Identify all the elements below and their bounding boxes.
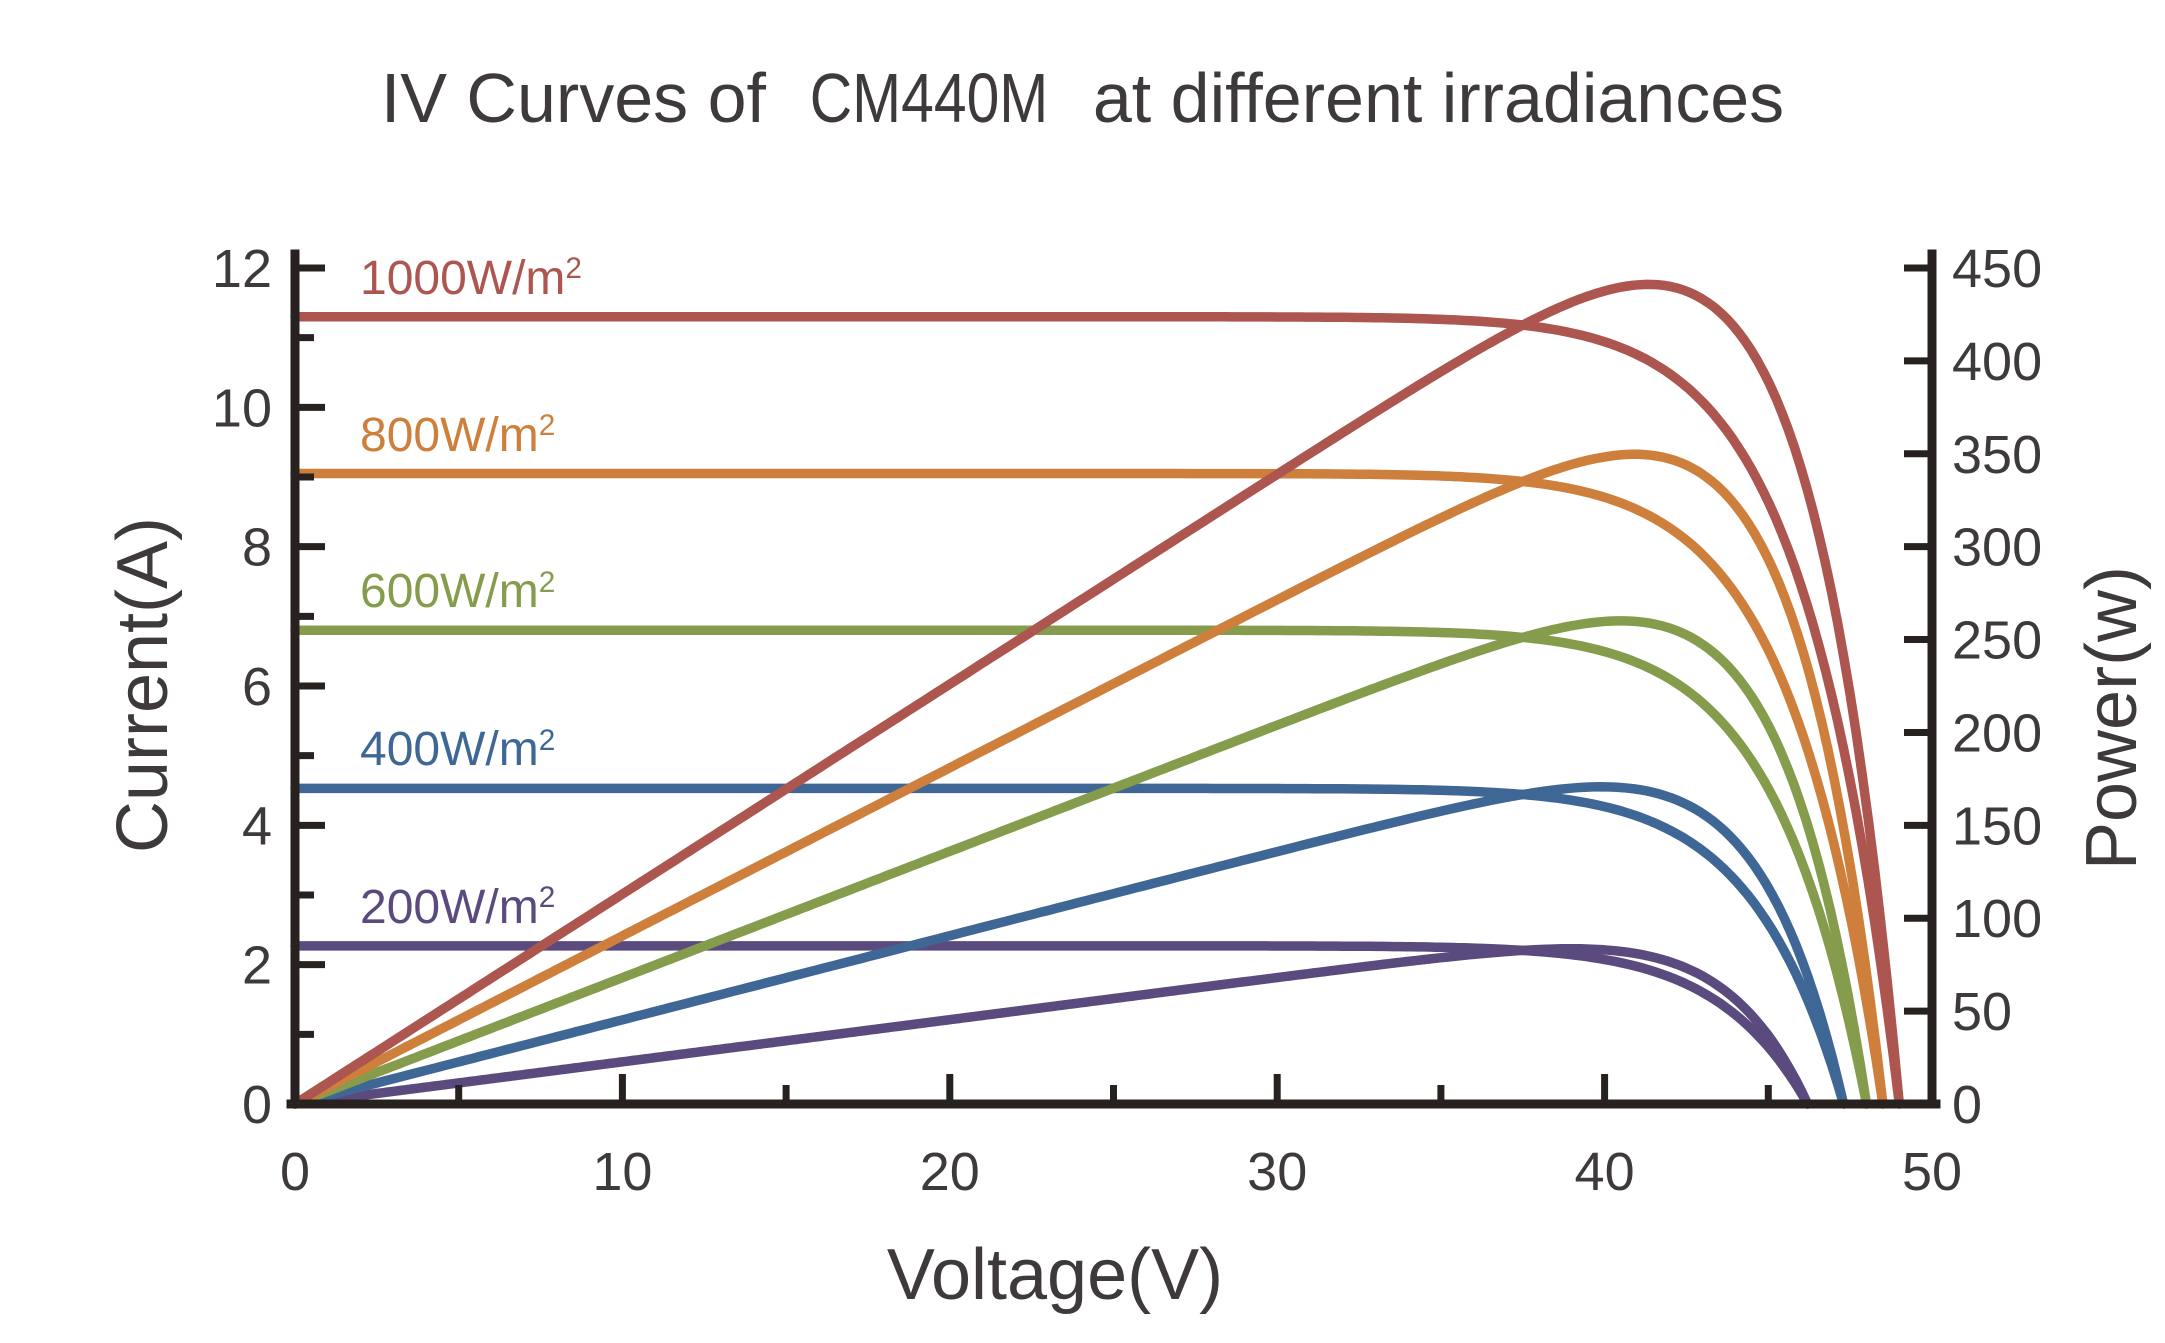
x-tick-label-20: 20	[920, 1142, 980, 1202]
chart-title-prefix: IV Curves of	[380, 59, 766, 137]
iv-curve-600	[290, 625, 1872, 1109]
chart-title-model: CM440M	[810, 59, 1049, 137]
y-left-tick-label-12: 12	[212, 239, 272, 299]
y-right-tick-label-350: 350	[1952, 425, 2042, 485]
y-right-tick-label-400: 400	[1952, 332, 2042, 392]
y-right-tick-label-0: 0	[1952, 1075, 1982, 1135]
y-right-tick-label-300: 300	[1952, 518, 2042, 578]
power-curve-400	[290, 782, 1849, 1109]
curve-label-text-1000: 1000W/m	[360, 251, 566, 305]
power-curve-200	[290, 944, 1813, 1109]
curve-label-text-800: 800W/m	[360, 408, 539, 462]
chart-title: IV Curves of CM440M at different irradia…	[0, 58, 2165, 138]
curve-label-superscript-200: 2	[538, 881, 556, 915]
curve-label-200: 200W/m2	[360, 880, 556, 934]
y-left-tick-label-6: 6	[242, 657, 272, 717]
x-tick-label-40: 40	[1575, 1142, 1635, 1202]
y-right-tick-label-200: 200	[1952, 703, 2042, 763]
curve-label-text-200: 200W/m	[360, 880, 539, 934]
curve-label-superscript-600: 2	[538, 565, 556, 599]
x-tick-label-30: 30	[1247, 1142, 1307, 1202]
y-right-tick-label-100: 100	[1952, 889, 2042, 949]
x-axis-label-voltage: Voltage(V)	[886, 1235, 1224, 1315]
y-right-tick-label-450: 450	[1952, 239, 2042, 299]
curve-label-800: 800W/m2	[360, 408, 556, 462]
iv-curve-1000	[290, 312, 1905, 1109]
x-tick-label-50: 50	[1902, 1142, 1962, 1202]
curve-label-text-600: 600W/m	[360, 565, 539, 619]
y-right-tick-label-250: 250	[1952, 611, 2042, 671]
y-right-tick-label-150: 150	[1952, 796, 2042, 856]
power-curve-800	[290, 449, 1888, 1109]
iv-curve-800	[290, 468, 1888, 1109]
y-left-tick-label-0: 0	[242, 1075, 272, 1135]
curve-label-400: 400W/m2	[360, 726, 555, 774]
curve-label-superscript-800: 2	[538, 409, 556, 443]
y-left-tick-label-10: 10	[212, 378, 272, 438]
iv-curve-200	[290, 941, 1813, 1109]
curve-label-600: 600W/m2	[360, 565, 556, 619]
power-curve-600	[290, 616, 1872, 1109]
iv-curve-400	[290, 783, 1849, 1109]
x-tick-label-10: 10	[592, 1142, 652, 1202]
power-curve-1000	[290, 279, 1905, 1109]
chart-title-suffix: at different irradiances	[1092, 59, 1785, 137]
curve-label-1000: 1000W/m2	[360, 251, 582, 305]
curve-label-superscript-1000: 2	[565, 252, 582, 286]
y-left-tick-label-8: 8	[242, 518, 272, 578]
y-right-tick-label-50: 50	[1952, 982, 2012, 1042]
y-left-tick-label-2: 2	[242, 936, 272, 996]
y-left-tick-label-4: 4	[242, 796, 272, 856]
curve-label-text-400: 400W/m	[360, 723, 539, 777]
curve-label-superscript-400: 2	[538, 723, 556, 757]
x-tick-label-0: 0	[280, 1142, 310, 1202]
